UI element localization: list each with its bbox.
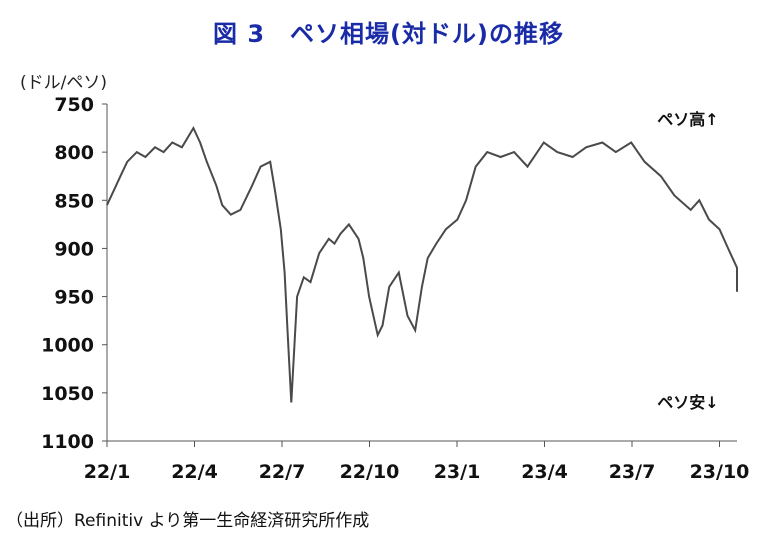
y-tick-label: 850 — [54, 190, 94, 212]
y-tick-label: 950 — [54, 287, 94, 309]
annotation-peso-strong: ペソ高↑ — [657, 110, 718, 129]
y-axis-unit-label: (ドル/ペソ) — [20, 73, 107, 93]
y-axis-tick-labels: 750 800 850 900 950 1000 1050 1100 — [41, 94, 94, 453]
y-tick-label: 1100 — [41, 431, 94, 453]
x-tick-label: 22/10 — [340, 461, 400, 483]
chart-axes — [102, 103, 737, 447]
chart-title: 図 3 ペソ相場(対ドル)の推移 — [213, 20, 564, 48]
source-note: （出所）Refinitiv より第一生命経済研究所作成 — [6, 511, 370, 531]
series-line — [106, 125, 738, 403]
x-tick-label: 22/7 — [259, 461, 306, 483]
x-tick-label: 22/1 — [84, 461, 131, 483]
x-tick-label: 22/4 — [171, 461, 218, 483]
y-tick-label: 1050 — [41, 383, 94, 405]
annotation-peso-weak: ペソ安↓ — [657, 393, 718, 412]
x-tick-label: 23/7 — [609, 461, 656, 483]
x-axis-tick-labels: 22/1 22/4 22/7 22/10 23/1 23/4 23/7 23/10 — [84, 461, 750, 483]
y-tick-label: 1000 — [41, 335, 94, 357]
y-tick-label: 900 — [54, 238, 94, 260]
x-tick-label: 23/10 — [690, 461, 750, 483]
x-tick-label: 23/1 — [434, 461, 481, 483]
y-tick-label: 800 — [54, 142, 94, 164]
x-tick-label: 23/4 — [521, 461, 568, 483]
y-tick-label: 750 — [54, 94, 94, 116]
